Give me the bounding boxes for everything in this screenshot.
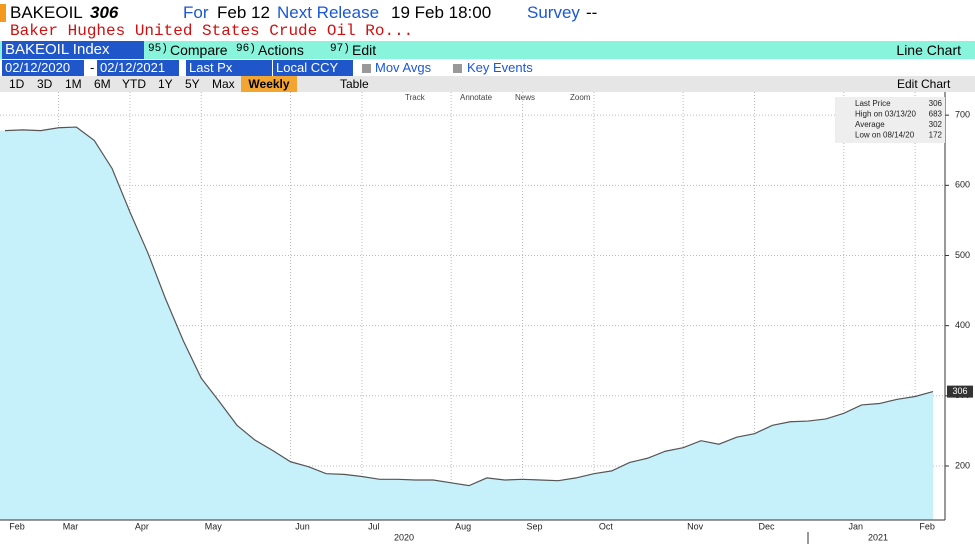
chart: TrackAnnotateNewsZoom200300400500600700F… [0,92,973,544]
x-tick-label: Jul [368,521,380,531]
field[interactable]: Last Px [186,60,272,76]
last-price-tag [947,385,973,398]
period[interactable]: Weekly [241,76,297,92]
checkbox[interactable] [362,64,371,73]
next-label: Next Release [277,3,380,22]
x-tick-label: Mar [63,521,79,531]
chart-tool: News [515,93,535,102]
button-label[interactable]: Actions [258,42,304,58]
x-tick-label: Dec [759,521,776,531]
legend-label: Low on 08/14/20 [855,131,915,140]
edit-chart[interactable]: Edit Chart [897,77,951,91]
range-button[interactable]: YTD [122,77,146,91]
range-button[interactable]: 3D [37,77,53,91]
for-label: For [183,3,209,22]
range-row [0,76,975,92]
price: 306 [90,3,119,22]
table[interactable]: Table [340,77,369,91]
button-label[interactable]: Compare [170,42,228,58]
dash: - [90,60,95,75]
currency[interactable]: Local CCY [273,60,353,76]
button-label[interactable]: Edit [352,42,377,58]
survey-label: Survey [527,3,580,22]
checkbox[interactable] [453,64,462,73]
y-tick-label: 200 [955,460,970,470]
key-events[interactable]: Key Events [467,60,533,75]
x-tick-label: Aug [455,521,471,531]
x-tick-label: Feb [919,521,935,531]
x-tick-label: Jan [849,521,864,531]
legend-value: 306 [929,99,943,108]
description: Baker Hughes United States Crude Oil Ro.… [10,22,414,40]
year-label: 2021 [868,532,888,542]
button-code[interactable]: 96) [236,43,256,55]
ticker: BAKEOIL [10,3,83,22]
range-button[interactable]: 6M [94,77,111,91]
start-date[interactable]: 02/12/2020 [2,60,84,76]
x-tick-label: Jun [295,521,310,531]
x-tick-label: Oct [599,521,614,531]
legend-box [835,97,945,143]
legend-label: Last Price [855,99,891,108]
range-button[interactable]: 1D [9,77,25,91]
legend-value: 172 [929,131,943,140]
button-code[interactable]: 95) [148,43,168,55]
line [4,126,934,487]
button-code[interactable]: 97) [330,43,350,55]
next-date: 19 Feb 18:00 [391,3,492,22]
year-label: 2020 [394,532,414,542]
x-tick-label: Apr [135,521,149,531]
survey-value: -- [586,3,598,22]
range-button[interactable]: 5Y [185,77,200,91]
x-tick-label: Feb [9,521,25,531]
area [0,127,933,520]
y-tick-label: 600 [955,180,970,190]
toolbar-title: Line Chart [896,42,961,58]
toolbar [0,41,975,59]
range-button[interactable]: 1M [65,77,82,91]
legend-value: 683 [929,110,943,119]
security[interactable]: BAKEOIL Index [2,41,144,59]
y-tick-label: 400 [955,320,970,330]
last-price-label: 306 [952,386,967,396]
mov-avgs[interactable]: Mov Avgs [375,60,432,75]
ticker-marker [0,4,6,22]
chart-tool: Track [405,93,426,102]
chart-tool: Zoom [570,93,591,102]
legend-value: 302 [929,120,943,129]
range-button[interactable]: 1Y [158,77,173,91]
for-date: Feb 12 [217,3,270,22]
y-tick-label: 500 [955,250,970,260]
x-tick-label: May [205,521,223,531]
x-tick-label: Nov [687,521,704,531]
range-button[interactable]: Max [212,77,235,91]
legend-label: Average [855,120,885,129]
y-tick-label: 700 [955,110,970,120]
x-tick-label: Sep [527,521,543,531]
chart-tool: Annotate [460,93,493,102]
legend-label: High on 03/13/20 [855,110,916,119]
end-date[interactable]: 02/12/2021 [97,60,179,76]
